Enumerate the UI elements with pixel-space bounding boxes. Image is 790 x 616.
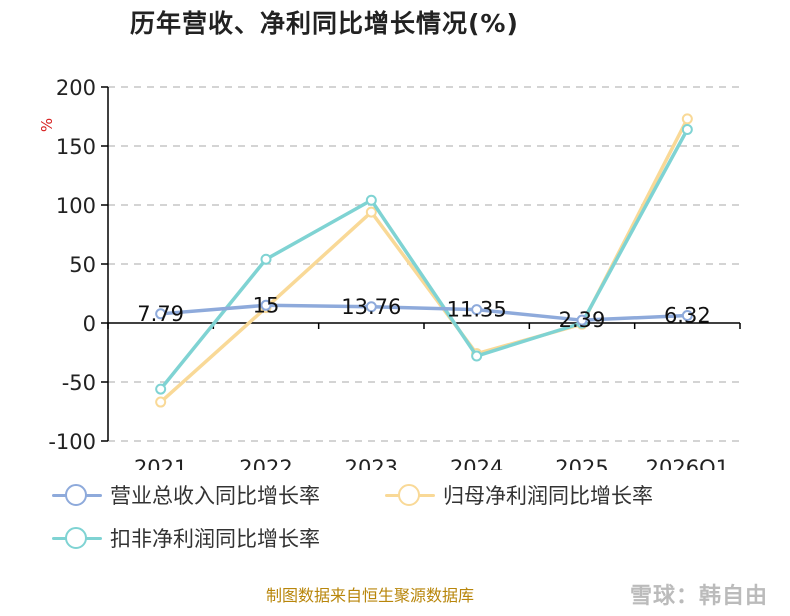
legend-label-non-recurring-profit: 扣非净利润同比增长率 xyxy=(110,527,320,551)
data-point xyxy=(365,301,377,313)
watermark: 雪球：韩自由 xyxy=(629,584,768,609)
data-point xyxy=(260,299,272,311)
data-label: 15 xyxy=(253,293,280,317)
data-point xyxy=(365,194,377,206)
data-source-note: 制图数据来自恒生聚源数据库 xyxy=(265,586,474,605)
chart-title: 历年营收、净利同比增长情况(%) xyxy=(130,9,519,38)
legend-item-parent-profit[interactable]: 归母净利润同比增长率 xyxy=(385,480,653,510)
x-tick-label: 2025 xyxy=(555,456,608,470)
data-label: 11.35 xyxy=(447,298,507,322)
series-line-non-recurring-profit xyxy=(159,128,689,391)
data-label: 2.39 xyxy=(559,308,606,332)
legend-item-non-recurring-profit[interactable]: 扣非净利润同比增长率 xyxy=(52,523,320,553)
legend-label-parent-profit: 归母净利润同比增长率 xyxy=(443,484,653,508)
data-point xyxy=(155,396,167,408)
data-label: 6.32 xyxy=(664,304,711,328)
legend-marker-revenue xyxy=(52,484,102,506)
legend-item-revenue[interactable]: 营业总收入同比增长率 xyxy=(52,480,320,510)
data-point xyxy=(260,253,272,265)
x-tick-label: 2026Q1 xyxy=(646,456,729,470)
y-tick-label: 150 xyxy=(56,135,96,159)
data-point xyxy=(471,350,483,362)
y-tick-label: -50 xyxy=(62,371,96,395)
series-line-parent-profit xyxy=(159,118,689,404)
data-point xyxy=(681,123,693,135)
line-chart: -100 -50 0 50 100 150 200 2021 2022 2023 2024 2025 2… xyxy=(48,76,741,470)
data-point xyxy=(681,310,693,322)
data-label: 7.79 xyxy=(137,302,184,326)
y-tick-label: 200 xyxy=(56,76,96,100)
legend-marker-non-recurring-profit xyxy=(52,527,102,549)
y-tick-label: 50 xyxy=(69,253,96,277)
y-tick-label: 0 xyxy=(83,312,96,336)
data-point xyxy=(681,113,693,125)
data-label: 13.76 xyxy=(341,295,401,319)
y-tick-label: -100 xyxy=(48,430,96,454)
legend-marker-parent-profit xyxy=(385,484,435,506)
legend-label-revenue: 营业总收入同比增长率 xyxy=(110,484,320,508)
x-tick-label: 2022 xyxy=(239,456,292,470)
data-point xyxy=(155,308,167,320)
data-point xyxy=(471,304,483,316)
series-line-revenue xyxy=(160,303,688,322)
data-point xyxy=(365,206,377,218)
data-point xyxy=(155,383,167,395)
x-tick-label: 2023 xyxy=(345,456,398,470)
y-tick-label: 100 xyxy=(56,194,96,218)
data-point xyxy=(576,314,588,326)
x-tick-label: 2024 xyxy=(450,456,503,470)
x-tick-label: 2021 xyxy=(134,456,187,470)
